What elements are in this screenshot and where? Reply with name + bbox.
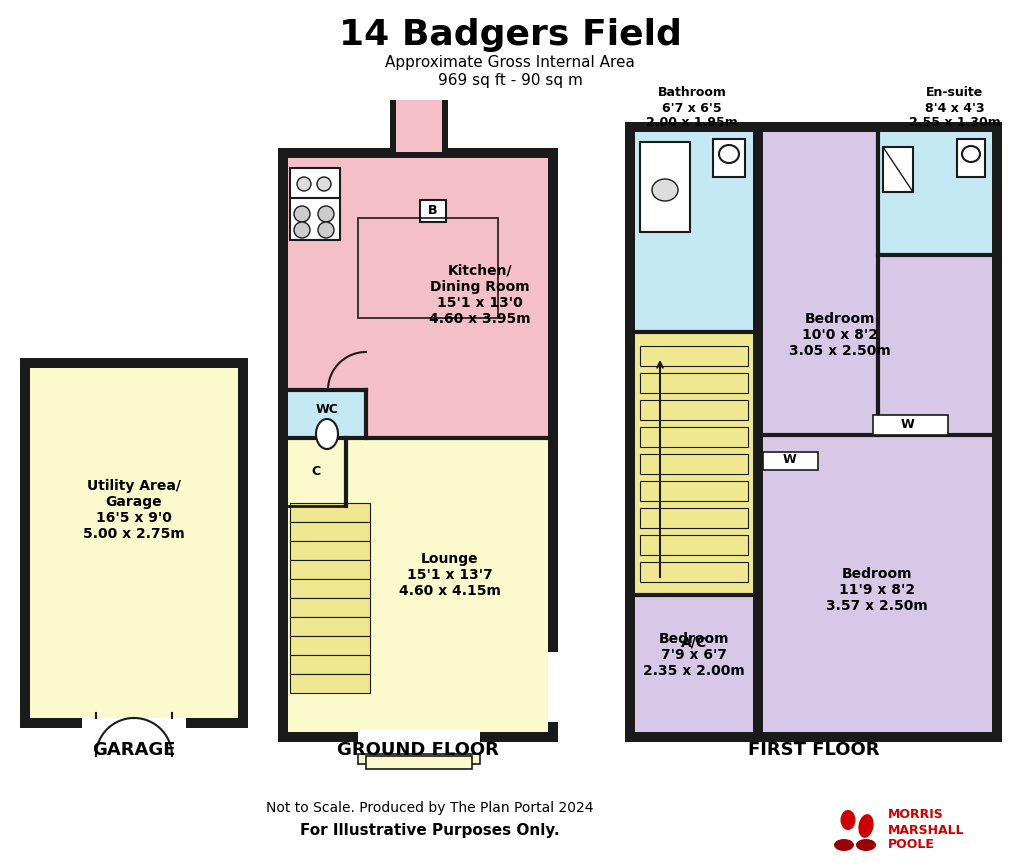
Text: GROUND FLOOR: GROUND FLOOR xyxy=(336,741,498,759)
Ellipse shape xyxy=(316,419,337,449)
Bar xyxy=(712,139,744,177)
Circle shape xyxy=(318,206,333,222)
Bar xyxy=(289,503,370,522)
Bar xyxy=(635,595,752,732)
Bar xyxy=(287,158,547,438)
Bar xyxy=(639,562,747,582)
Bar xyxy=(872,415,947,435)
Text: Bedroom
7'9 x 6'7
2.35 x 2.00m: Bedroom 7'9 x 6'7 2.35 x 2.00m xyxy=(643,632,744,678)
Bar xyxy=(287,438,547,732)
Ellipse shape xyxy=(840,810,855,830)
Bar xyxy=(20,358,248,728)
Bar xyxy=(956,139,984,177)
Bar xyxy=(762,132,991,435)
Text: 969 sq ft - 90 sq m: 969 sq ft - 90 sq m xyxy=(437,73,582,88)
Bar xyxy=(289,674,370,693)
Circle shape xyxy=(318,222,333,238)
Bar xyxy=(625,122,1001,742)
Bar xyxy=(547,652,559,722)
Circle shape xyxy=(293,222,310,238)
Bar xyxy=(30,368,237,718)
Bar xyxy=(639,400,747,420)
Bar xyxy=(289,636,370,655)
Bar xyxy=(289,560,370,579)
Ellipse shape xyxy=(651,179,678,201)
Bar xyxy=(389,100,447,158)
Text: Bathroom
6'7 x 6'5
2.00 x 1.95m: Bathroom 6'7 x 6'5 2.00 x 1.95m xyxy=(645,87,737,129)
Bar xyxy=(877,132,991,255)
Bar xyxy=(639,142,689,232)
Text: WC: WC xyxy=(315,404,338,417)
Bar xyxy=(639,508,747,528)
Bar xyxy=(289,579,370,598)
Text: FIRST FLOOR: FIRST FLOOR xyxy=(747,741,878,759)
Ellipse shape xyxy=(297,177,311,191)
Ellipse shape xyxy=(961,146,979,162)
Text: A/C: A/C xyxy=(681,636,706,650)
Bar xyxy=(358,754,480,764)
Bar xyxy=(635,132,752,332)
Text: Not to Scale. Produced by The Plan Portal 2024: Not to Scale. Produced by The Plan Porta… xyxy=(266,801,593,815)
Bar xyxy=(278,148,557,742)
Bar xyxy=(358,730,480,744)
Text: Bedroom
10'0 x 8'2
3.05 x 2.50m: Bedroom 10'0 x 8'2 3.05 x 2.50m xyxy=(789,312,890,358)
Bar xyxy=(639,427,747,447)
Bar xyxy=(882,147,912,192)
Text: 14 Badgers Field: 14 Badgers Field xyxy=(338,18,681,52)
Text: Approximate Gross Internal Area: Approximate Gross Internal Area xyxy=(385,55,634,69)
Text: W: W xyxy=(900,418,914,431)
Ellipse shape xyxy=(855,839,875,851)
Bar xyxy=(366,756,472,769)
Bar xyxy=(82,716,185,730)
Text: MORRIS
MARSHALL
POOLE: MORRIS MARSHALL POOLE xyxy=(888,808,964,852)
Bar xyxy=(289,617,370,636)
Bar xyxy=(635,332,752,595)
Bar xyxy=(420,200,445,222)
Text: Kitchen/
Dining Room
15'1 x 13'0
4.60 x 3.95m: Kitchen/ Dining Room 15'1 x 13'0 4.60 x … xyxy=(429,264,530,326)
Bar xyxy=(289,522,370,541)
Bar xyxy=(639,454,747,474)
Bar xyxy=(289,168,339,200)
Bar xyxy=(395,100,441,152)
Bar xyxy=(289,655,370,674)
Bar xyxy=(287,390,366,438)
Ellipse shape xyxy=(857,814,873,838)
Bar xyxy=(289,541,370,560)
Bar xyxy=(358,218,497,318)
Bar xyxy=(639,373,747,393)
Bar xyxy=(289,198,339,240)
Text: En-suite
8'4 x 4'3
2.55 x 1.30m: En-suite 8'4 x 4'3 2.55 x 1.30m xyxy=(908,87,1000,129)
Text: C: C xyxy=(311,465,320,478)
Text: GARAGE: GARAGE xyxy=(92,741,175,759)
Text: Bedroom
11'9 x 8'2
3.57 x 2.50m: Bedroom 11'9 x 8'2 3.57 x 2.50m xyxy=(825,567,927,613)
Ellipse shape xyxy=(317,177,331,191)
Text: B: B xyxy=(428,205,437,218)
Bar xyxy=(289,598,370,617)
Bar xyxy=(639,346,747,366)
Bar xyxy=(639,535,747,555)
Text: For Illustrative Purposes Only.: For Illustrative Purposes Only. xyxy=(300,823,559,838)
Text: W: W xyxy=(783,453,796,466)
Bar xyxy=(762,452,817,470)
Ellipse shape xyxy=(834,839,853,851)
Text: Utility Area/
Garage
16'5 x 9'0
5.00 x 2.75m: Utility Area/ Garage 16'5 x 9'0 5.00 x 2… xyxy=(83,478,184,542)
Bar xyxy=(639,481,747,501)
Bar xyxy=(762,435,991,732)
Ellipse shape xyxy=(718,145,739,163)
Circle shape xyxy=(293,206,310,222)
Text: Lounge
15'1 x 13'7
4.60 x 4.15m: Lounge 15'1 x 13'7 4.60 x 4.15m xyxy=(398,552,500,598)
